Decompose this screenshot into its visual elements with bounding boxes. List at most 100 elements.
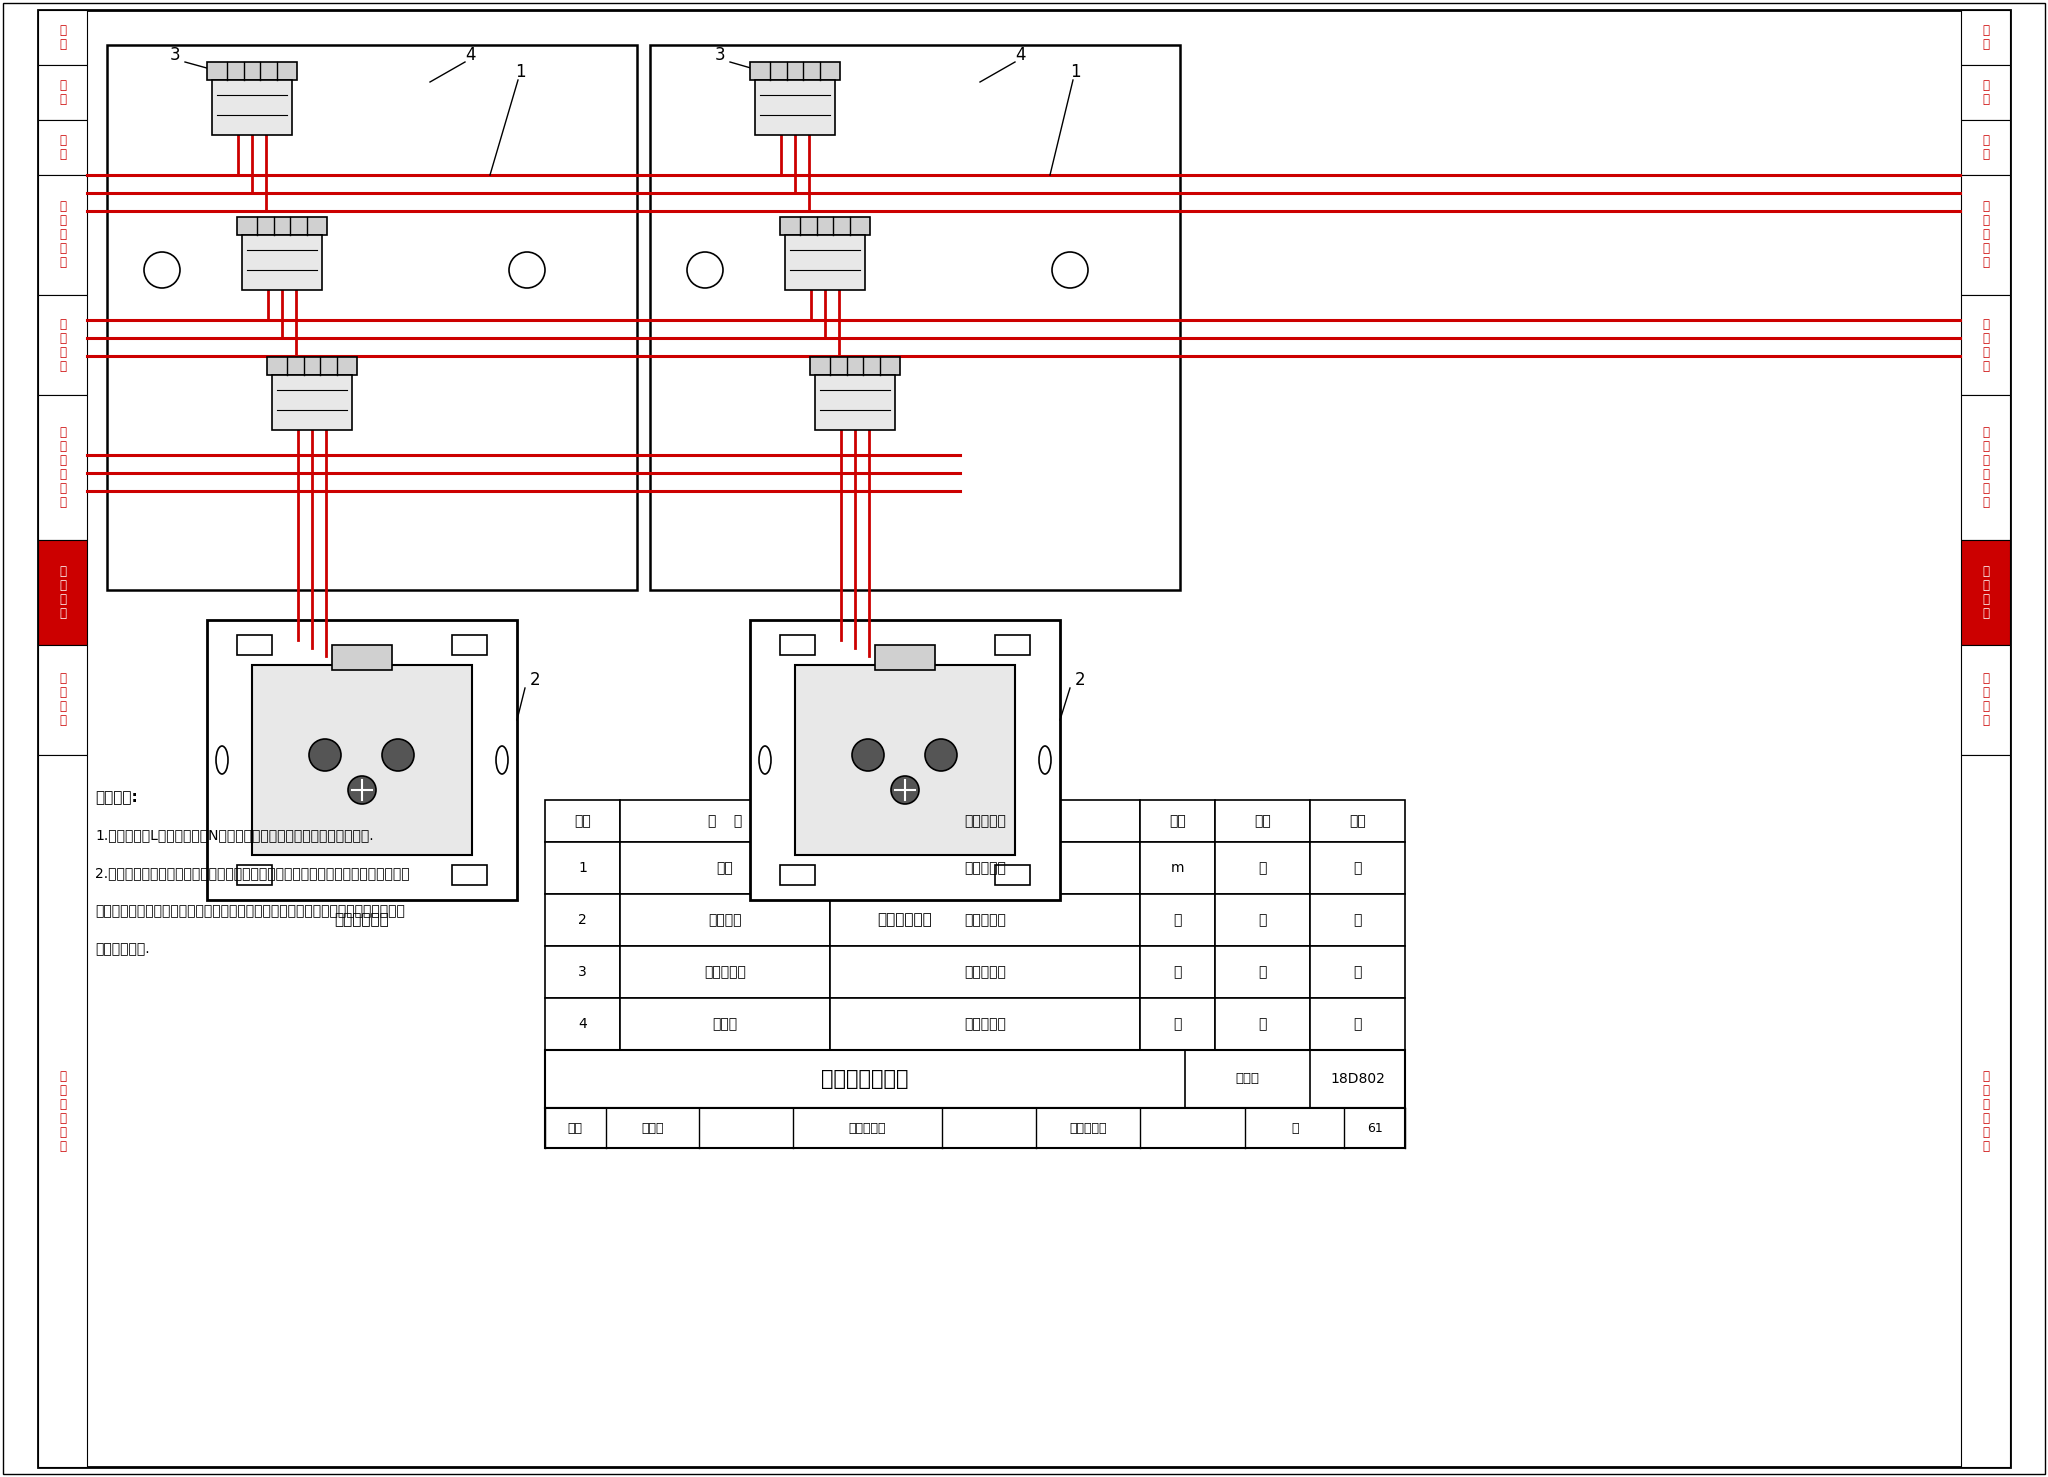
Text: 按设计要求: 按设计要求 bbox=[965, 964, 1006, 979]
Ellipse shape bbox=[1038, 746, 1051, 774]
Text: m: m bbox=[1171, 861, 1184, 874]
Text: 4: 4 bbox=[465, 46, 475, 64]
Bar bbox=[780, 866, 815, 885]
Text: 配
线
母
线
灯
具: 配 线 母 线 灯 具 bbox=[59, 425, 66, 510]
Text: 设计陈希夷: 设计陈希夷 bbox=[1069, 1121, 1106, 1134]
Text: 设
备: 设 备 bbox=[59, 24, 66, 52]
Bar bbox=[545, 1108, 1405, 1148]
Text: 接线盒: 接线盒 bbox=[713, 1018, 737, 1031]
Text: 页: 页 bbox=[1290, 1121, 1298, 1134]
Bar bbox=[621, 801, 829, 842]
Bar bbox=[1141, 894, 1214, 945]
Text: 个: 个 bbox=[1174, 1018, 1182, 1031]
Text: 2: 2 bbox=[1075, 671, 1085, 688]
Circle shape bbox=[926, 738, 956, 771]
Text: 用缠绕搭锡时，连接头缠绕搭锡后应用塑料绝缘带包扎，包扎后的绝缘强度应不低于: 用缠绕搭锡时，连接头缠绕搭锡后应用塑料绝缘带包扎，包扎后的绝缘强度应不低于 bbox=[94, 904, 406, 919]
Text: 1.插座相线（L）与中性线（N）不应利用插座本体的接线端子转接供电.: 1.插座相线（L）与中性线（N）不应利用插座本体的接线端子转接供电. bbox=[94, 829, 373, 842]
Text: －: － bbox=[1257, 964, 1266, 979]
Bar bbox=[1962, 174, 2009, 295]
Text: 个: 个 bbox=[1174, 964, 1182, 979]
Bar bbox=[238, 866, 272, 885]
Bar bbox=[1141, 842, 1214, 894]
Circle shape bbox=[852, 738, 885, 771]
Text: 电
缆
敷
设: 电 缆 敷 设 bbox=[1982, 318, 1989, 372]
Bar bbox=[453, 635, 487, 654]
Bar bbox=[874, 645, 936, 671]
Text: 3: 3 bbox=[715, 46, 725, 64]
Bar bbox=[545, 894, 621, 945]
Circle shape bbox=[510, 253, 545, 288]
Text: 测
试
技
术
资
料: 测 试 技 术 资 料 bbox=[59, 1069, 66, 1152]
Circle shape bbox=[309, 738, 342, 771]
Bar bbox=[756, 80, 836, 134]
Text: 接
地
封
堵: 接 地 封 堵 bbox=[59, 672, 66, 728]
Text: 开
关
插
座: 开 关 插 座 bbox=[1982, 566, 1989, 620]
Text: 审核: 审核 bbox=[567, 1121, 584, 1134]
Bar bbox=[1214, 894, 1311, 945]
Bar bbox=[995, 635, 1030, 654]
Text: 开
关
插
座: 开 关 插 座 bbox=[59, 566, 66, 620]
Bar bbox=[795, 665, 1016, 855]
Text: 插座面板背面: 插座面板背面 bbox=[879, 913, 932, 928]
Text: －: － bbox=[1257, 861, 1266, 874]
Bar bbox=[207, 62, 297, 80]
Text: －: － bbox=[1354, 861, 1362, 874]
Bar bbox=[1141, 998, 1214, 1050]
Bar bbox=[829, 998, 1141, 1050]
Bar bbox=[1214, 801, 1311, 842]
Bar bbox=[1141, 945, 1214, 998]
Bar bbox=[1141, 801, 1214, 842]
Bar bbox=[39, 645, 86, 755]
Bar bbox=[39, 10, 86, 65]
Circle shape bbox=[891, 775, 920, 803]
Bar bbox=[1962, 10, 2009, 65]
Text: 61: 61 bbox=[1366, 1121, 1382, 1134]
Text: －: － bbox=[1257, 913, 1266, 928]
Text: 插座面板: 插座面板 bbox=[709, 913, 741, 928]
Bar bbox=[545, 801, 621, 842]
Text: 按设计要求: 按设计要求 bbox=[965, 913, 1006, 928]
Bar bbox=[1214, 998, 1311, 1050]
Circle shape bbox=[143, 253, 180, 288]
Bar bbox=[266, 357, 356, 375]
Text: 单位: 单位 bbox=[1169, 814, 1186, 829]
Bar bbox=[1214, 945, 1311, 998]
Bar bbox=[1311, 801, 1405, 842]
Text: 18D802: 18D802 bbox=[1329, 1072, 1384, 1086]
Bar bbox=[207, 620, 516, 899]
Text: 接
地
封
堵: 接 地 封 堵 bbox=[1982, 672, 1989, 728]
Bar bbox=[621, 998, 829, 1050]
Bar bbox=[106, 44, 637, 589]
Bar bbox=[252, 665, 471, 855]
Bar bbox=[750, 620, 1061, 899]
Bar bbox=[242, 235, 322, 289]
Bar bbox=[621, 894, 829, 945]
Text: －: － bbox=[1354, 1018, 1362, 1031]
Text: 图集号: 图集号 bbox=[1235, 1072, 1260, 1086]
Bar bbox=[1962, 295, 2009, 394]
Text: 3: 3 bbox=[170, 46, 180, 64]
Bar bbox=[829, 801, 1141, 842]
Bar bbox=[780, 217, 870, 235]
Bar bbox=[1311, 842, 1405, 894]
Bar bbox=[545, 945, 621, 998]
Bar bbox=[545, 1050, 1405, 1108]
Text: 安装说明:: 安装说明: bbox=[94, 790, 137, 805]
Ellipse shape bbox=[496, 746, 508, 774]
Text: 导
管: 导 管 bbox=[59, 134, 66, 161]
Bar bbox=[1962, 65, 2009, 120]
Bar bbox=[621, 945, 829, 998]
Bar bbox=[39, 174, 86, 295]
Bar bbox=[649, 44, 1180, 589]
Bar bbox=[621, 842, 829, 894]
Bar bbox=[453, 866, 487, 885]
Bar bbox=[829, 842, 1141, 894]
Text: 导线绝缘强度.: 导线绝缘强度. bbox=[94, 942, 150, 956]
Text: 插座面板背面: 插座面板背面 bbox=[334, 913, 389, 928]
Text: 4: 4 bbox=[578, 1018, 588, 1031]
Text: 1: 1 bbox=[578, 861, 588, 874]
Bar bbox=[39, 394, 86, 541]
Bar bbox=[750, 62, 840, 80]
Text: 配
线
母
线
灯
具: 配 线 母 线 灯 具 bbox=[1982, 425, 1989, 510]
Text: 2: 2 bbox=[578, 913, 588, 928]
